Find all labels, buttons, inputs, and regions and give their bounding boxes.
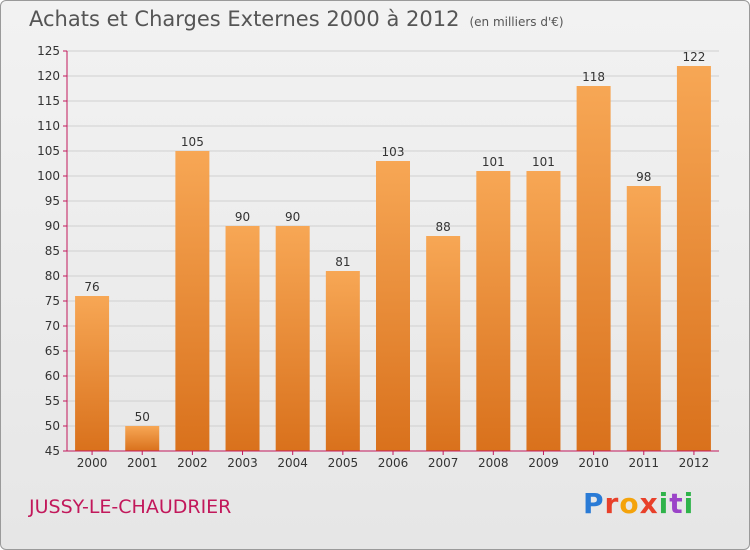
- bar-2002: [175, 151, 210, 451]
- x-tick-label: 2011: [628, 456, 659, 470]
- data-label: 101: [532, 155, 555, 169]
- bar-2010: [576, 86, 611, 451]
- data-label: 103: [382, 145, 405, 159]
- y-tick-label: 70: [45, 319, 60, 333]
- data-label: 81: [335, 255, 350, 269]
- bar-2011: [626, 186, 661, 451]
- x-tick-label: 2005: [328, 456, 359, 470]
- bar-2001: [125, 426, 160, 451]
- y-tick-label: 125: [37, 44, 60, 58]
- y-tick-label: 60: [45, 369, 60, 383]
- chart-title-block: Achats et Charges Externes 2000 à 2012 (e…: [29, 7, 564, 31]
- y-tick-label: 105: [37, 144, 60, 158]
- proxiti-logo: Proxiti: [583, 487, 695, 520]
- x-tick-label: 2008: [478, 456, 509, 470]
- bar-2012: [676, 66, 711, 451]
- data-label: 105: [181, 135, 204, 149]
- data-label: 118: [582, 70, 605, 84]
- y-tick-label: 65: [45, 344, 60, 358]
- y-tick-label: 90: [45, 219, 60, 233]
- y-tick-label: 45: [45, 444, 60, 458]
- y-tick-label: 110: [37, 119, 60, 133]
- bar-2000: [75, 296, 110, 451]
- data-label: 88: [436, 220, 451, 234]
- y-tick-label: 50: [45, 419, 60, 433]
- chart-unit: (en milliers d'€): [469, 15, 564, 29]
- data-label: 122: [682, 50, 705, 64]
- data-label: 76: [84, 280, 99, 294]
- x-tick-label: 2004: [277, 456, 308, 470]
- data-label: 90: [235, 210, 250, 224]
- bar-2008: [476, 171, 511, 451]
- data-label: 101: [482, 155, 505, 169]
- x-tick-label: 2001: [127, 456, 158, 470]
- y-tick-label: 100: [37, 169, 60, 183]
- bar-2007: [426, 236, 461, 451]
- y-tick-label: 55: [45, 394, 60, 408]
- chart-title: Achats et Charges Externes 2000 à 2012: [29, 7, 460, 31]
- data-label: 50: [135, 410, 150, 424]
- data-label: 90: [285, 210, 300, 224]
- x-tick-label: 2010: [578, 456, 609, 470]
- x-tick-label: 2000: [77, 456, 108, 470]
- bar-2005: [325, 271, 360, 451]
- y-tick-label: 80: [45, 269, 60, 283]
- x-tick-label: 2009: [528, 456, 559, 470]
- bar-2004: [275, 226, 310, 451]
- y-tick-label: 120: [37, 69, 60, 83]
- data-label: 98: [636, 170, 651, 184]
- y-tick-label: 85: [45, 244, 60, 258]
- bar-2003: [225, 226, 260, 451]
- y-tick-label: 95: [45, 194, 60, 208]
- x-tick-label: 2007: [428, 456, 459, 470]
- commune-name: JUSSY-LE-CHAUDRIER: [29, 496, 232, 518]
- x-tick-label: 2012: [679, 456, 710, 470]
- x-tick-label: 2002: [177, 456, 208, 470]
- y-tick-label: 115: [37, 94, 60, 108]
- bar-2009: [526, 171, 561, 451]
- x-tick-label: 2006: [378, 456, 409, 470]
- bar-2006: [376, 161, 410, 451]
- y-tick-label: 75: [45, 294, 60, 308]
- x-tick-label: 2003: [227, 456, 258, 470]
